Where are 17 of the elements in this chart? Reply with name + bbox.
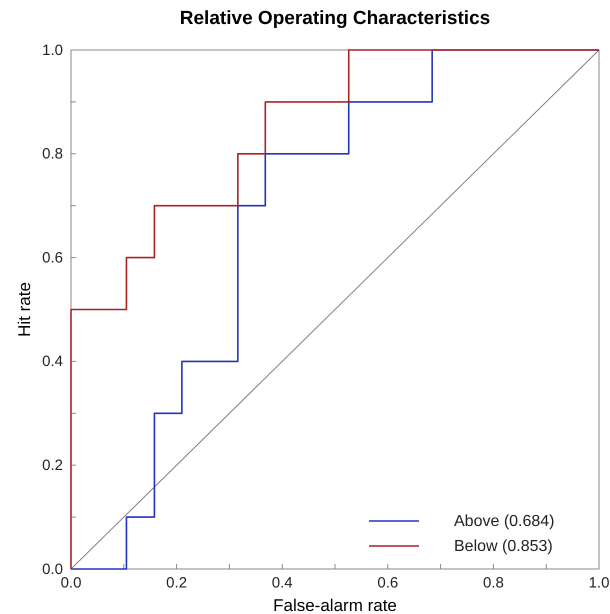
y-axis-title: Hit rate: [15, 282, 34, 337]
y-tick-label: 1.0: [42, 42, 63, 59]
y-tick-label: 0.6: [42, 249, 63, 266]
chart-title: Relative Operating Characteristics: [180, 8, 490, 29]
y-tick-label: 0.8: [42, 146, 63, 163]
y-tick-label: 0.4: [42, 353, 63, 370]
x-tick-label: 0.8: [482, 574, 504, 592]
x-tick-label: 0.6: [377, 574, 398, 592]
legend-label: Above (0.684): [454, 513, 555, 530]
x-tick-label: 0.0: [60, 574, 82, 592]
x-axis-title: False-alarm rate: [273, 596, 397, 614]
y-tick-label: 0.2: [42, 457, 63, 474]
legend-label: Below (0.853): [454, 538, 553, 555]
x-tick-label: 1.0: [588, 574, 610, 592]
y-tick-label: 0.0: [42, 560, 63, 578]
x-tick-label: 0.4: [272, 574, 293, 592]
x-tick-label: 0.2: [166, 574, 188, 592]
